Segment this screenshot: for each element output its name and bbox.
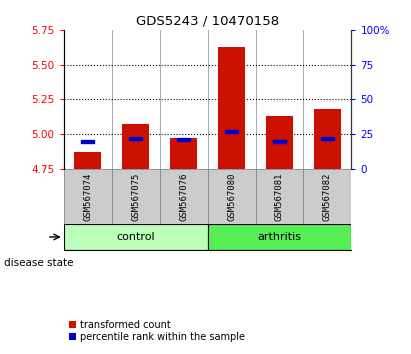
Bar <box>112 169 159 224</box>
Bar <box>177 138 190 141</box>
Bar <box>225 130 238 133</box>
Text: GSM567076: GSM567076 <box>179 172 188 221</box>
Text: GSM567082: GSM567082 <box>323 172 332 221</box>
Text: arthritis: arthritis <box>257 232 302 242</box>
Text: control: control <box>116 232 155 242</box>
Bar <box>208 169 256 224</box>
Bar <box>64 169 112 224</box>
Bar <box>266 116 293 169</box>
Bar <box>314 109 341 169</box>
Bar <box>159 169 208 224</box>
Bar <box>64 224 208 250</box>
Text: GSM567080: GSM567080 <box>227 172 236 221</box>
Text: disease state: disease state <box>4 258 74 268</box>
Bar <box>74 152 101 169</box>
Bar <box>303 169 351 224</box>
Legend: transformed count, percentile rank within the sample: transformed count, percentile rank withi… <box>69 320 245 342</box>
Text: GSM567074: GSM567074 <box>83 172 92 221</box>
Bar <box>208 224 351 250</box>
Bar <box>171 138 197 169</box>
Bar <box>273 139 286 143</box>
Bar <box>122 125 149 169</box>
Bar <box>129 137 142 140</box>
Bar <box>218 47 245 169</box>
Title: GDS5243 / 10470158: GDS5243 / 10470158 <box>136 15 279 28</box>
Text: GSM567075: GSM567075 <box>131 172 140 221</box>
Bar <box>81 139 95 143</box>
Text: GSM567081: GSM567081 <box>275 172 284 221</box>
Bar <box>256 169 303 224</box>
Bar <box>321 137 334 140</box>
